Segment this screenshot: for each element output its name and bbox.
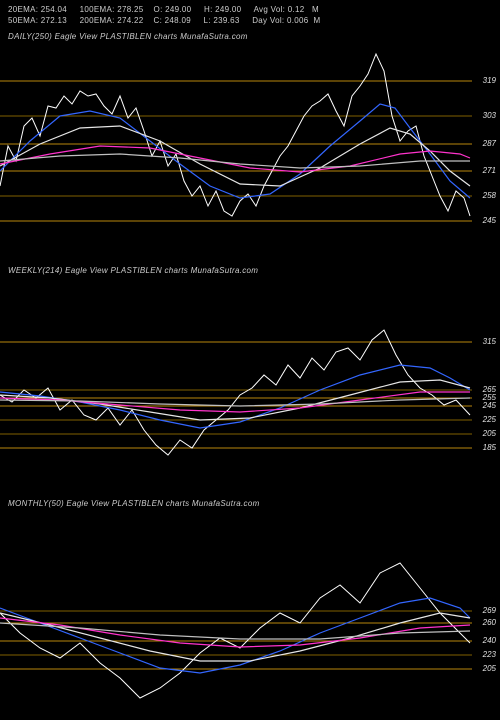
y-axis-label: 245 (483, 216, 496, 225)
y-axis-label: 205 (483, 429, 496, 438)
chart-panel-1: WEEKLY(214) Eagle View PLASTIBLEN charts… (0, 262, 500, 487)
y-axis-label: 303 (483, 111, 496, 120)
chart-panel-2: MONTHLY(50) Eagle View PLASTIBLEN charts… (0, 495, 500, 717)
header-row-1: 20EMA: 254.04 100EMA: 278.25 O: 249.00 H… (8, 4, 328, 15)
y-axis-label: 185 (483, 443, 496, 452)
header-row-2: 50EMA: 272.13 200EMA: 274.22 C: 248.09 L… (8, 15, 328, 26)
y-axis-label: 287 (483, 139, 496, 148)
chart-svg (0, 262, 500, 487)
price-series (0, 54, 470, 216)
header-stats: 20EMA: 254.04 100EMA: 278.25 O: 249.00 H… (8, 4, 328, 26)
y-axis-label: 223 (483, 650, 496, 659)
chart-panel-0: DAILY(250) Eagle View PLASTIBLEN charts … (0, 28, 500, 253)
ema-series-3 (0, 146, 470, 172)
ema-series-4 (0, 154, 470, 168)
y-axis-label: 245 (483, 401, 496, 410)
chart-svg (0, 28, 500, 253)
ema-series-2 (0, 613, 470, 661)
chart-svg (0, 495, 500, 717)
y-axis-label: 205 (483, 664, 496, 673)
y-axis-label: 271 (483, 166, 496, 175)
y-axis-label: 260 (483, 618, 496, 627)
y-axis-label: 319 (483, 76, 496, 85)
y-axis-label: 315 (483, 337, 496, 346)
ema-series-1 (0, 598, 470, 673)
y-axis-label: 225 (483, 415, 496, 424)
y-axis-label: 269 (483, 606, 496, 615)
y-axis-label: 240 (483, 636, 496, 645)
price-series (0, 330, 470, 455)
y-axis-label: 258 (483, 191, 496, 200)
